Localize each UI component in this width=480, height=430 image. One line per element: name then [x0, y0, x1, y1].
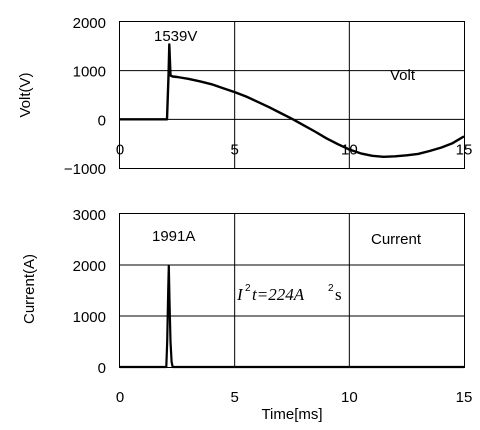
- i2t-equation: I 2 t=224A 2 s: [236, 283, 342, 304]
- y-tick-label: −1000: [64, 161, 106, 178]
- i2t-symbol: I: [236, 285, 244, 304]
- i2t-value: t=224A: [252, 285, 305, 304]
- i2t-exponent: 2: [245, 283, 251, 294]
- y-tick-label: 3000: [73, 207, 106, 224]
- current-peak-annotation: 1991A: [152, 228, 195, 245]
- current-y-tick-labels: 3000 2000 1000 0: [73, 207, 106, 377]
- current-y-axis-label: Current(A): [21, 254, 38, 324]
- y-tick-label: 0: [98, 112, 106, 129]
- y-tick-label: 1000: [73, 309, 106, 326]
- x-tick-label: 15: [456, 389, 473, 406]
- x-tick-label: 0: [116, 141, 124, 158]
- x-tick-label: 0: [116, 389, 124, 406]
- y-tick-label: 0: [98, 360, 106, 377]
- current-series-line: [120, 264, 464, 369]
- volt-x-tick-labels: 0 5 10 15: [116, 141, 473, 158]
- i2t-unit-tail: s: [335, 285, 342, 304]
- volt-plot-frame: [119, 21, 465, 169]
- x-tick-label: 5: [230, 389, 238, 406]
- i2t-unit-exponent: 2: [328, 283, 334, 294]
- y-tick-label: 2000: [73, 15, 106, 32]
- volt-legend-label: Volt: [390, 67, 416, 84]
- x-tick-label: 10: [341, 141, 358, 158]
- volt-series-line: [120, 43, 465, 159]
- volt-y-axis-label: Volt(V): [17, 72, 34, 117]
- x-tick-label: 15: [456, 141, 473, 158]
- current-x-tick-labels: 0 5 10 15: [116, 389, 473, 406]
- x-tick-label: 10: [341, 389, 358, 406]
- volt-peak-annotation: 1539V: [154, 28, 197, 45]
- y-tick-label: 1000: [73, 64, 106, 81]
- x-tick-label: 5: [230, 141, 238, 158]
- time-x-axis-label: Time[ms]: [261, 406, 322, 423]
- volt-y-tick-labels: 2000 1000 0 −1000: [64, 15, 106, 178]
- current-legend-label: Current: [371, 231, 422, 248]
- current-grid: [120, 214, 464, 367]
- y-tick-label: 2000: [73, 258, 106, 275]
